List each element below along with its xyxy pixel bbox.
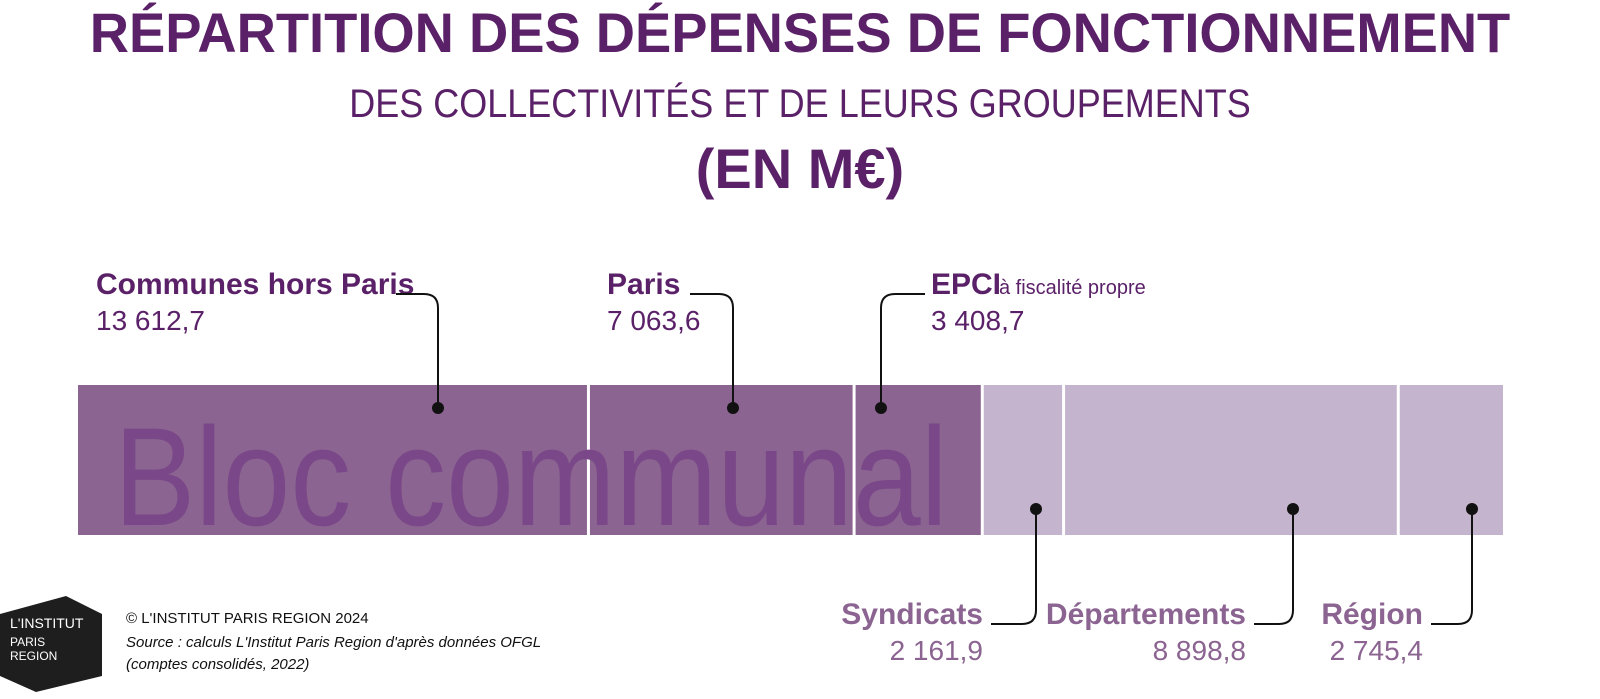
- leader-dot-syndicats: [1030, 503, 1042, 515]
- leader-line-communes-hors-paris: [396, 293, 439, 408]
- leader-line-paris: [690, 293, 734, 408]
- bar-departements: [1065, 385, 1397, 535]
- label-value-region: 2 745,4: [1330, 635, 1423, 666]
- bar-paris: [589, 385, 853, 535]
- bar-syndicats: [983, 385, 1063, 535]
- leader-line-departements: [1254, 509, 1294, 625]
- label-name-region: Région: [1321, 598, 1423, 631]
- label-extra-epci: à fiscalité propre: [999, 277, 1146, 299]
- label-name-departements: Départements: [1046, 598, 1246, 631]
- leader-line-syndicats: [991, 509, 1037, 625]
- label-value-communes-hors-paris: 13 612,7: [96, 305, 205, 336]
- logo-line-3: REGION: [10, 649, 58, 663]
- label-value-epci: 3 408,7: [931, 305, 1024, 336]
- source-text: Source : calculs L'Institut Paris Region…: [126, 632, 541, 676]
- bar-region: [1399, 385, 1503, 535]
- chart-unit: (EN M€): [695, 137, 905, 200]
- leader-line-epci: [880, 293, 925, 408]
- leader-dot-communes-hors-paris: [432, 402, 444, 414]
- logo-hexagon-shape: [0, 596, 102, 692]
- label-value-syndicats: 2 161,9: [890, 635, 983, 666]
- label-value-departements: 8 898,8: [1153, 635, 1246, 666]
- logo-line-2: PARIS: [10, 635, 46, 649]
- copyright-text: © L'INSTITUT PARIS REGION 2024: [126, 610, 369, 627]
- bar-communes-hors-paris: [78, 385, 587, 535]
- label-name-paris: Paris: [607, 268, 680, 301]
- source-line-1: Source : calculs L'Institut Paris Region…: [126, 634, 542, 651]
- leader-dot-epci: [875, 402, 887, 414]
- group-label-bloc-communal: Bloc communal: [114, 398, 948, 555]
- leader-dot-paris: [727, 402, 739, 414]
- leader-dot-departements: [1287, 503, 1299, 515]
- label-name-syndicats: Syndicats: [841, 598, 983, 631]
- source-line-2: (comptes consolidés, 2022): [126, 656, 310, 673]
- logo-line-1: L'INSTITUT: [10, 615, 84, 631]
- label-name-communes-hors-paris: Communes hors Paris: [96, 268, 414, 301]
- chart-subtitle: DES COLLECTIVITÉS ET DE LEURS GROUPEMENT…: [349, 82, 1251, 126]
- institut-logo: L'INSTITUT PARIS REGION: [0, 596, 102, 692]
- label-name-epci: EPCI: [931, 268, 1001, 301]
- label-value-paris: 7 063,6: [607, 305, 700, 336]
- chart-title: RÉPARTITION DES DÉPENSES DE FONCTIONNEME…: [89, 1, 1511, 64]
- leader-line-region: [1431, 509, 1473, 625]
- leader-dot-region: [1466, 503, 1478, 515]
